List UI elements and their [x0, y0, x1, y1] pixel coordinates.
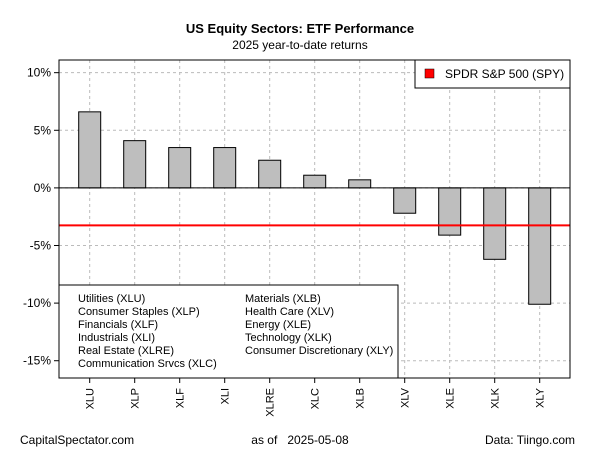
- y-tick-label: 10%: [27, 66, 51, 80]
- x-tick-label: XLU: [85, 388, 97, 409]
- x-tick-label: XLP: [130, 388, 142, 409]
- sector-legend-item: Industrials (XLI): [78, 332, 155, 344]
- y-tick-label: -10%: [23, 296, 51, 310]
- sector-legend: Utilities (XLU)Consumer Staples (XLP)Fin…: [58, 284, 399, 379]
- y-tick-label: -15%: [23, 354, 51, 368]
- bar-xlu: [78, 111, 102, 189]
- sector-legend-item: Materials (XLB): [245, 293, 321, 305]
- sector-legend-item: Consumer Staples (XLP): [78, 306, 200, 318]
- sector-legend-item: Real Estate (XLRE): [78, 345, 174, 357]
- bar-xly: [528, 187, 552, 305]
- x-tick-label: XLB: [355, 388, 367, 409]
- bar-xlre: [258, 159, 282, 189]
- bar-xlk: [483, 187, 507, 260]
- x-tick-label: XLRE: [265, 388, 277, 417]
- sector-legend-item: Financials (XLF): [78, 319, 158, 331]
- spy-legend-swatch: [424, 68, 435, 79]
- spy-legend: SPDR S&P 500 (SPY): [414, 59, 571, 89]
- sector-legend-item: Energy (XLE): [245, 319, 311, 331]
- spy-legend-label: SPDR S&P 500 (SPY): [445, 67, 564, 81]
- bar-xlp: [123, 140, 147, 189]
- bar-xlb: [348, 179, 372, 189]
- y-tick-label: 0%: [34, 181, 52, 195]
- x-tick-label: XLV: [400, 387, 412, 408]
- bar-xlc: [303, 174, 327, 189]
- sector-legend-item: Communication Srvcs (XLC): [78, 358, 217, 370]
- x-tick-label: XLC: [310, 388, 322, 409]
- bar-xli: [213, 147, 237, 189]
- chart-title: US Equity Sectors: ETF Performance: [186, 21, 414, 36]
- x-tick-label: XLE: [445, 388, 457, 409]
- bar-xlv: [393, 187, 417, 214]
- sector-legend-item: Technology (XLK): [245, 332, 332, 344]
- x-tick-label: XLI: [220, 388, 232, 405]
- footer-date: as of 2025-05-08: [251, 433, 349, 447]
- sector-legend-item: Health Care (XLV): [245, 306, 334, 318]
- x-tick-label: XLF: [175, 388, 187, 408]
- bar-xle: [438, 187, 462, 236]
- x-tick-label: XLK: [490, 387, 502, 408]
- bar-xlf: [168, 147, 192, 189]
- sector-legend-item: Consumer Discretionary (XLY): [245, 345, 393, 357]
- x-tick-label: XLY: [535, 387, 547, 408]
- y-tick-label: -5%: [30, 239, 52, 253]
- chart-subtitle: 2025 year-to-date returns: [232, 38, 367, 52]
- footer-source-site: CapitalSpectator.com: [20, 433, 134, 447]
- footer-data-source: Data: Tiingo.com: [485, 433, 575, 447]
- sector-legend-item: Utilities (XLU): [78, 293, 145, 305]
- y-tick-label: 5%: [34, 123, 52, 137]
